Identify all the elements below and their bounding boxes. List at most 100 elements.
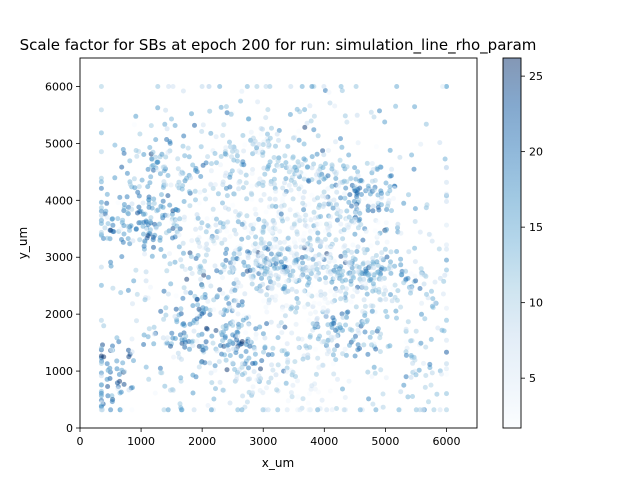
data-point [194, 338, 200, 344]
data-point [315, 389, 321, 395]
data-point [142, 238, 148, 244]
data-point [250, 226, 256, 232]
data-point [136, 193, 142, 199]
data-point [274, 244, 280, 250]
data-point [313, 309, 318, 315]
data-point [174, 223, 180, 229]
data-point [374, 166, 380, 172]
data-point [182, 344, 188, 350]
data-point [353, 333, 358, 339]
data-point [273, 204, 279, 209]
data-point [274, 131, 280, 137]
data-point [307, 237, 313, 243]
data-point [179, 186, 185, 192]
data-point [126, 387, 132, 393]
data-point [380, 391, 386, 397]
data-point [273, 225, 279, 231]
data-point [125, 236, 131, 242]
data-point [121, 381, 127, 387]
data-point [270, 367, 276, 373]
data-point [224, 228, 230, 234]
data-point [224, 110, 230, 116]
data-point [119, 164, 125, 170]
data-point [202, 188, 208, 194]
data-point [342, 243, 348, 249]
data-point [360, 261, 366, 267]
data-point [199, 282, 204, 287]
data-point [313, 371, 319, 377]
data-point [401, 382, 407, 388]
data-point [219, 240, 225, 246]
data-point [252, 149, 258, 155]
data-point [360, 237, 366, 243]
data-point [266, 226, 272, 232]
data-point [224, 323, 230, 329]
data-point [212, 182, 218, 188]
data-point [166, 84, 172, 89]
data-point [98, 317, 104, 323]
data-point [108, 259, 114, 265]
data-point [260, 281, 266, 287]
data-point [355, 342, 361, 348]
data-point [348, 176, 354, 182]
data-point [324, 221, 329, 227]
data-point [377, 297, 383, 302]
data-point [183, 333, 189, 339]
data-point [231, 281, 237, 287]
data-point [338, 276, 344, 282]
plot-area: 0 1000 2000 3000 4000 5000 6000 0 1000 2000 3000 4… [45, 57, 478, 448]
data-point [253, 331, 259, 337]
data-point [319, 339, 325, 345]
data-point [146, 197, 152, 203]
data-point [325, 173, 331, 179]
data-point [295, 378, 300, 384]
data-point [227, 269, 233, 275]
data-point [200, 122, 206, 128]
data-point [242, 263, 248, 269]
data-point [240, 271, 246, 277]
data-point [429, 238, 435, 244]
data-point [263, 304, 269, 310]
data-point [217, 287, 223, 293]
data-point [312, 227, 318, 232]
data-point [325, 186, 331, 192]
data-point [308, 247, 314, 252]
data-point [288, 84, 294, 89]
data-point [269, 125, 274, 131]
data-point [275, 382, 281, 387]
data-point [98, 393, 104, 399]
data-point [98, 361, 104, 366]
data-point [232, 191, 237, 197]
data-point [252, 346, 258, 352]
data-point [245, 249, 251, 255]
data-point [161, 288, 167, 294]
data-point [124, 194, 130, 200]
data-point [333, 357, 339, 363]
data-point [192, 188, 198, 194]
data-point [98, 229, 104, 235]
data-point [220, 133, 226, 138]
data-point [178, 375, 184, 381]
data-point [284, 268, 290, 274]
data-point [344, 164, 350, 170]
data-point [295, 394, 301, 400]
data-point [129, 206, 135, 212]
data-point [161, 179, 167, 185]
data-point [168, 182, 174, 188]
data-point [360, 309, 366, 314]
data-point [437, 275, 443, 281]
data-point [418, 141, 424, 147]
data-point [319, 397, 325, 403]
data-point [229, 154, 234, 160]
data-point [159, 192, 164, 198]
data-point [235, 158, 240, 164]
data-point [308, 311, 313, 317]
data-point [294, 289, 299, 295]
data-point [328, 243, 334, 249]
data-point [228, 144, 234, 150]
data-point [260, 227, 266, 233]
data-point [150, 162, 156, 168]
data-point [250, 389, 256, 395]
data-point [186, 154, 192, 160]
x-axis-label: x_um [262, 456, 294, 470]
